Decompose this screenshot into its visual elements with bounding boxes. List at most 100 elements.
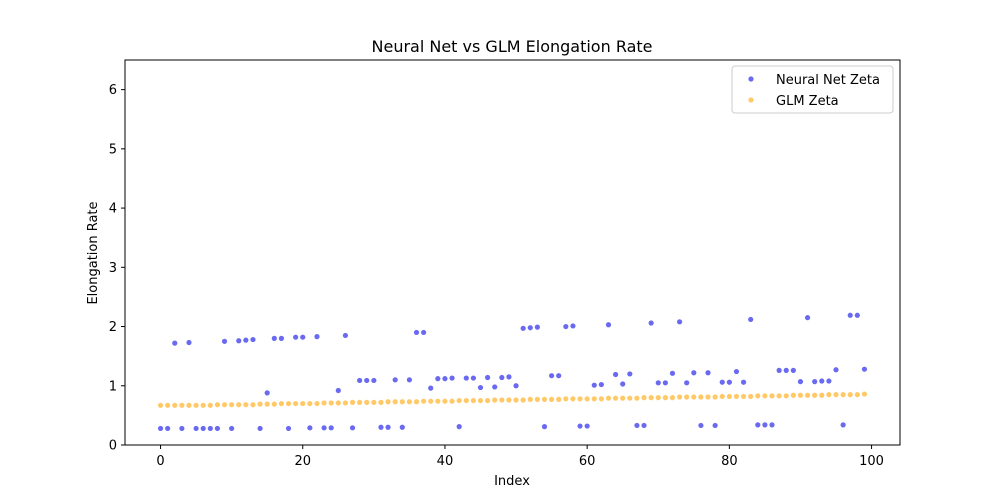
- glm-point: [527, 396, 533, 402]
- neural-net-point: [648, 320, 654, 326]
- glm-point: [229, 402, 235, 408]
- neural-net-point: [840, 422, 846, 428]
- neural-net-point: [812, 379, 818, 385]
- neural-net-point: [861, 366, 868, 372]
- glm-point: [378, 399, 384, 405]
- neural-net-point: [278, 335, 285, 341]
- glm-point: [719, 393, 725, 400]
- x-tick-label: 100: [859, 454, 884, 469]
- neural-net-point: [627, 371, 633, 377]
- neural-net-point: [826, 378, 832, 384]
- neural-net-point: [584, 423, 590, 429]
- neural-net-point: [285, 425, 292, 432]
- glm-point: [641, 395, 647, 401]
- neural-net-point: [300, 334, 306, 340]
- neural-net-point: [684, 380, 690, 386]
- glm-point: [612, 395, 619, 401]
- neural-net-point: [406, 377, 413, 383]
- glm-point: [335, 400, 341, 406]
- neural-net-point: [456, 424, 462, 430]
- glm-point: [470, 397, 476, 404]
- glm-point: [684, 394, 690, 400]
- neural-net-point: [733, 368, 740, 375]
- neural-net-point: [726, 379, 732, 385]
- glm-point: [477, 397, 484, 404]
- glm-point: [207, 402, 213, 408]
- neural-net-point: [392, 377, 398, 383]
- neural-net-point: [442, 376, 448, 382]
- glm-point: [705, 394, 711, 400]
- glm-point: [627, 395, 633, 401]
- neural-net-point: [698, 422, 704, 429]
- neural-net-point: [769, 422, 775, 428]
- glm-point: [755, 393, 761, 399]
- glm-point: [556, 396, 562, 402]
- neural-net-point: [804, 315, 811, 321]
- neural-net-point: [556, 373, 562, 379]
- glm-point: [534, 396, 540, 402]
- neural-net-point: [428, 385, 434, 391]
- glm-point: [669, 395, 676, 401]
- glm-point: [349, 399, 356, 405]
- neural-net-point: [307, 425, 313, 431]
- neural-net-point: [349, 425, 356, 431]
- glm-point: [243, 402, 249, 408]
- neural-net-point: [165, 425, 171, 432]
- neural-net-series: [157, 391, 868, 408]
- glm-point: [157, 402, 164, 408]
- neural-net-point: [577, 423, 583, 429]
- neural-net-point: [342, 332, 349, 339]
- neural-net-point: [620, 381, 626, 387]
- neural-net-point: [783, 367, 789, 373]
- glm-point: [221, 402, 228, 408]
- neural-net-point: [463, 375, 469, 381]
- neural-net-point: [413, 329, 420, 336]
- glm-point: [662, 395, 668, 401]
- glm-point: [463, 397, 469, 404]
- y-tick-label: 5: [109, 142, 117, 157]
- neural-net-point: [712, 422, 718, 429]
- legend-label-glm: GLM Zeta: [776, 94, 839, 109]
- glm-point: [833, 392, 839, 398]
- neural-net-point: [513, 383, 519, 389]
- glm-point: [264, 401, 270, 407]
- glm-point: [506, 397, 512, 403]
- glm-point: [570, 396, 576, 402]
- glm-point: [698, 394, 704, 400]
- glm-point: [847, 392, 853, 398]
- y-tick-label: 2: [109, 320, 117, 335]
- glm-point: [278, 400, 285, 407]
- neural-net-point: [570, 323, 576, 329]
- glm-point: [712, 394, 718, 400]
- glm-point: [748, 393, 754, 400]
- x-tick-label: 40: [437, 454, 454, 469]
- neural-net-point: [236, 338, 242, 344]
- neural-net-point: [179, 425, 185, 432]
- neural-net-point: [755, 422, 761, 428]
- glm-point: [726, 393, 732, 400]
- glm-point: [449, 398, 455, 404]
- neural-net-point: [541, 424, 548, 430]
- neural-net-point: [435, 376, 441, 382]
- glm-point: [584, 396, 590, 402]
- glm-point: [214, 402, 221, 408]
- neural-net-point: [449, 375, 455, 381]
- glm-point: [364, 399, 370, 405]
- glm-point: [655, 395, 661, 401]
- neural-net-point: [399, 424, 405, 430]
- x-tick-label: 60: [579, 454, 596, 469]
- glm-series: [157, 312, 868, 432]
- neural-net-point: [719, 379, 725, 385]
- glm-point: [776, 393, 782, 399]
- neural-net-point: [563, 323, 569, 330]
- glm-point: [605, 395, 612, 401]
- neural-net-point: [250, 336, 256, 343]
- neural-net-point: [534, 324, 540, 330]
- neural-net-point: [229, 425, 235, 432]
- glm-point: [435, 398, 441, 404]
- neural-net-point: [591, 382, 597, 388]
- glm-point: [826, 392, 832, 398]
- y-axis-ticks: 0 1 2 3 4 5 6: [109, 83, 125, 454]
- glm-point: [648, 395, 654, 401]
